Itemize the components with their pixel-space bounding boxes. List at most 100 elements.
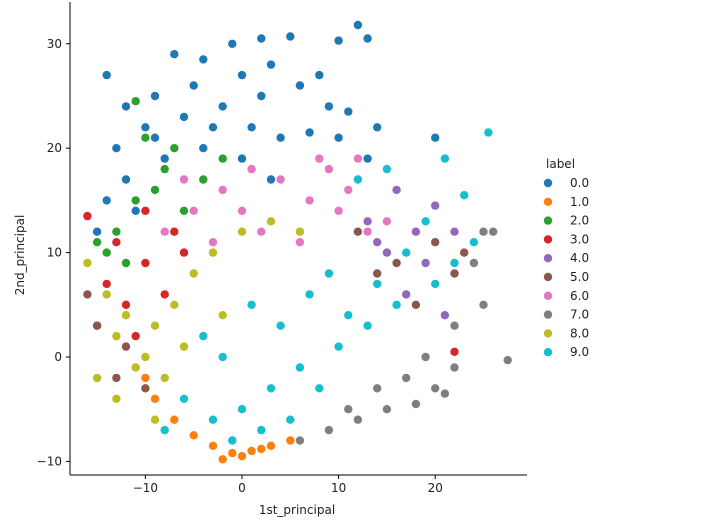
scatter-point bbox=[305, 128, 314, 137]
scatter-point bbox=[237, 206, 247, 215]
scatter-point bbox=[363, 227, 372, 236]
scatter-point bbox=[344, 405, 353, 414]
y-axis-label: 2nd_principal bbox=[13, 215, 27, 296]
scatter-point bbox=[179, 342, 189, 351]
scatter-point bbox=[353, 154, 363, 163]
scatter-point bbox=[450, 227, 459, 236]
scatter-point bbox=[112, 373, 121, 383]
scatter-point bbox=[489, 227, 498, 236]
scatter-point bbox=[363, 34, 372, 43]
scatter-point bbox=[450, 258, 459, 268]
scatter-point bbox=[131, 206, 140, 215]
scatter-point bbox=[402, 248, 411, 257]
scatter-point bbox=[431, 279, 440, 289]
scatter-point bbox=[83, 290, 92, 299]
scatter-point bbox=[315, 154, 324, 163]
scatter-point bbox=[121, 175, 131, 184]
scatter-point bbox=[160, 227, 169, 236]
scatter-point bbox=[179, 112, 189, 122]
scatter-point bbox=[131, 363, 140, 372]
y-tick-label: 30 bbox=[47, 37, 62, 51]
scatter-point bbox=[170, 227, 179, 236]
scatter-point bbox=[469, 258, 479, 268]
scatter-point bbox=[450, 321, 459, 330]
scatter-point bbox=[440, 389, 450, 398]
scatter-point bbox=[92, 238, 102, 247]
scatter-point bbox=[208, 441, 218, 450]
scatter-point bbox=[189, 269, 198, 278]
legend-marker bbox=[543, 348, 553, 357]
scatter-point bbox=[460, 248, 469, 257]
scatter-point bbox=[92, 321, 102, 330]
scatter-point bbox=[102, 290, 111, 299]
scatter-point bbox=[276, 133, 285, 142]
scatter-point bbox=[450, 347, 459, 356]
scatter-point bbox=[121, 102, 131, 111]
scatter-point bbox=[150, 321, 160, 330]
scatter-point bbox=[450, 269, 459, 278]
scatter-point bbox=[411, 227, 421, 236]
scatter-point bbox=[257, 444, 266, 454]
scatter-point bbox=[363, 154, 372, 163]
scatter-point bbox=[141, 352, 150, 362]
scatter-point bbox=[373, 238, 382, 247]
scatter-point bbox=[344, 185, 353, 195]
x-tick-label: 20 bbox=[428, 481, 443, 495]
axes: −10 0 10 20 −10 0 10 20 30 bbox=[37, 2, 527, 495]
scatter-point bbox=[266, 384, 276, 393]
scatter-point bbox=[141, 123, 150, 132]
scatter-point bbox=[218, 352, 227, 362]
scatter-point bbox=[402, 373, 411, 383]
scatter-point bbox=[121, 342, 131, 351]
x-tick-label: 10 bbox=[331, 481, 346, 495]
scatter-point bbox=[179, 206, 189, 215]
scatter-point bbox=[112, 144, 121, 153]
scatter-point bbox=[199, 55, 208, 64]
scatter-point bbox=[324, 269, 334, 278]
legend-marker bbox=[543, 329, 553, 338]
scatter-point bbox=[353, 415, 363, 424]
scatter-point bbox=[411, 300, 421, 309]
scatter-point bbox=[179, 175, 189, 184]
legend-marker bbox=[543, 272, 553, 282]
scatter-point bbox=[257, 34, 266, 43]
scatter-point bbox=[276, 321, 285, 330]
scatter-point bbox=[218, 311, 227, 320]
scatter-point bbox=[392, 300, 401, 309]
scatter-point bbox=[141, 258, 150, 268]
scatter-point bbox=[160, 425, 169, 435]
scatter-point bbox=[431, 201, 440, 210]
scatter-point bbox=[170, 50, 179, 59]
scatter-point bbox=[131, 196, 140, 205]
scatter-point bbox=[431, 133, 440, 142]
scatter-point bbox=[150, 185, 160, 195]
legend-label: 1.0 bbox=[570, 195, 589, 209]
scatter-point bbox=[353, 20, 363, 30]
scatter-point bbox=[218, 455, 227, 464]
scatter-point bbox=[237, 154, 247, 163]
scatter-point bbox=[363, 217, 372, 226]
scatter-point bbox=[102, 70, 111, 80]
scatter-point bbox=[334, 206, 343, 215]
legend-label: 7.0 bbox=[570, 308, 589, 322]
scatter-point bbox=[373, 123, 382, 132]
scatter-point bbox=[353, 227, 363, 236]
scatter-point bbox=[402, 290, 411, 299]
scatter-point bbox=[208, 415, 218, 424]
scatter-point bbox=[199, 144, 208, 153]
y-tick-label: 0 bbox=[54, 350, 62, 364]
scatter-point bbox=[305, 290, 314, 299]
x-tick-label: −10 bbox=[133, 481, 158, 495]
scatter-point bbox=[392, 258, 401, 268]
scatter-point bbox=[102, 248, 111, 257]
scatter-point bbox=[160, 373, 169, 383]
legend-marker bbox=[543, 291, 553, 300]
scatter-point bbox=[266, 175, 276, 184]
scatter-point bbox=[257, 227, 266, 236]
y-tick-label: 10 bbox=[47, 246, 62, 260]
scatter-point bbox=[237, 405, 247, 414]
scatter-point bbox=[286, 32, 295, 41]
scatter-point bbox=[460, 191, 469, 200]
scatter-point bbox=[295, 436, 305, 445]
